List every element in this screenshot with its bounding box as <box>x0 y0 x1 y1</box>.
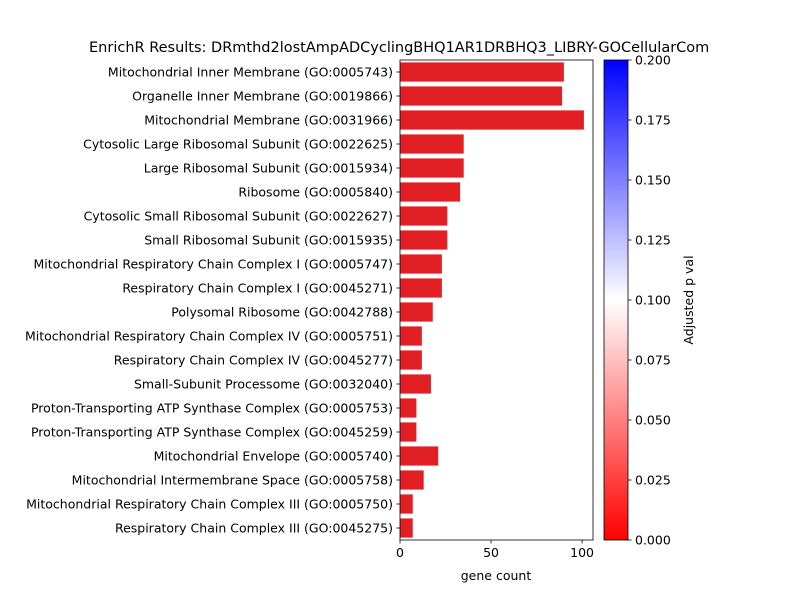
colorbar-tick-label: 0.075 <box>635 353 671 368</box>
colorbar-tick-label: 0.025 <box>635 473 671 488</box>
bar <box>400 230 448 250</box>
bar <box>400 86 563 106</box>
colorbar-tick-label: 0.200 <box>635 53 671 68</box>
chart-title: EnrichR Results: DRmthd2lostAmpADCycling… <box>89 40 709 56</box>
bar <box>400 470 424 490</box>
y-tick-label: Cytosolic Small Ribosomal Subunit (GO:00… <box>84 209 393 224</box>
colorbar-tick-label: 0.175 <box>635 113 671 128</box>
bar <box>400 518 413 538</box>
bar <box>400 206 448 226</box>
x-tick-label: 0 <box>396 545 404 560</box>
y-tick-label: Mitochondrial Envelope (GO:0005740) <box>154 449 393 464</box>
x-tick-label: 100 <box>570 545 594 560</box>
y-tick-label: Respiratory Chain Complex I (GO:0045271) <box>122 281 393 296</box>
y-tick-label: Large Ribosomal Subunit (GO:0015934) <box>144 161 393 176</box>
bar <box>400 278 442 298</box>
y-tick-label: Mitochondrial Intermembrane Space (GO:00… <box>72 473 393 488</box>
colorbar-tick-label: 0.000 <box>635 533 671 548</box>
x-tick-label: 50 <box>483 545 499 560</box>
x-axis-label: gene count <box>461 568 532 583</box>
y-tick-label: Small Ribosomal Subunit (GO:0015935) <box>144 233 393 248</box>
colorbar-tick-label: 0.150 <box>635 173 671 188</box>
colorbar-gradient <box>603 59 629 541</box>
y-tick-label: Mitochondrial Respiratory Chain Complex … <box>26 497 393 512</box>
bar <box>400 110 584 130</box>
y-tick-label: Organelle Inner Membrane (GO:0019866) <box>132 89 393 104</box>
bar <box>400 398 417 418</box>
colorbar-tick-label: 0.100 <box>635 293 671 308</box>
y-tick-label: Mitochondrial Membrane (GO:0031966) <box>144 113 393 128</box>
colorbar-tick-label: 0.125 <box>635 233 671 248</box>
bar <box>400 446 439 466</box>
y-tick-label: Proton-Transporting ATP Synthase Complex… <box>31 401 393 416</box>
bar <box>400 422 417 442</box>
plot-frame <box>399 59 594 541</box>
y-tick-label: Respiratory Chain Complex III (GO:004527… <box>115 521 393 536</box>
bar <box>400 158 464 178</box>
y-tick-label: Ribosome (GO:0005840) <box>238 185 393 200</box>
bar <box>400 182 461 202</box>
x-axis: 0 50 100 <box>396 540 594 560</box>
y-tick-label: Proton-Transporting ATP Synthase Complex… <box>31 425 393 440</box>
y-tick-label: Mitochondrial Respiratory Chain Complex … <box>25 329 393 344</box>
bar <box>400 62 564 82</box>
y-tick-label: Small-Subunit Processome (GO:0032040) <box>134 377 393 392</box>
bar <box>400 350 422 370</box>
colorbar: 0.000 0.025 0.050 0.075 0.100 0.125 0.150 0.175… <box>603 53 671 548</box>
bar <box>400 254 442 274</box>
y-tick-label: Polysomal Ribosome (GO:0042788) <box>171 305 393 320</box>
colorbar-tick-label: 0.050 <box>635 413 671 428</box>
plot-area <box>399 59 594 541</box>
bar <box>400 134 464 154</box>
y-tick-label: Cytosolic Large Ribosomal Subunit (GO:00… <box>83 137 393 152</box>
bar <box>400 326 422 346</box>
colorbar-label: Adjusted p val <box>681 255 696 344</box>
y-tick-label: Mitochondrial Respiratory Chain Complex … <box>34 257 394 272</box>
bar <box>400 302 433 322</box>
bar <box>400 374 431 394</box>
y-tick-label: Respiratory Chain Complex IV (GO:0045277… <box>114 353 393 368</box>
bar <box>400 494 413 514</box>
y-axis: Mitochondrial Inner Membrane (GO:0005743… <box>25 65 400 536</box>
y-tick-label: Mitochondrial Inner Membrane (GO:0005743… <box>108 65 393 80</box>
